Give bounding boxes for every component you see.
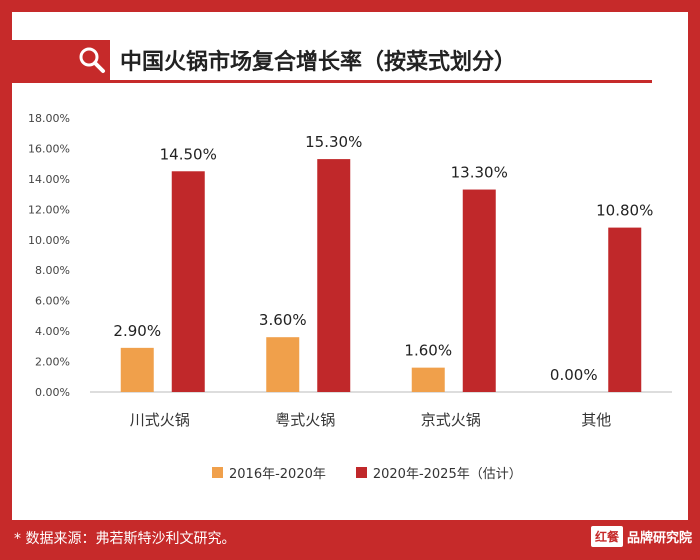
title-accent xyxy=(12,40,110,80)
data-label-series-1-1: 3.60% xyxy=(259,311,307,329)
y-tick-label: 4.00% xyxy=(35,325,70,338)
y-tick-label: 12.00% xyxy=(28,203,70,216)
legend-swatch-series-2 xyxy=(355,466,367,478)
data-label-series-2-1: 15.30% xyxy=(305,133,362,151)
chart-title: 中国火锅市场复合增长率（按菜式划分） xyxy=(120,50,517,75)
category-label: 粤式火锅 xyxy=(275,411,335,429)
y-tick-label: 8.00% xyxy=(35,264,70,277)
category-label: 其他 xyxy=(581,411,611,429)
y-tick-label: 10.00% xyxy=(28,234,70,247)
data-label-series-1-3: 0.00% xyxy=(550,366,598,384)
brand-logo: 红餐 xyxy=(590,525,623,547)
y-tick-label: 18.00% xyxy=(28,112,70,125)
data-label-series-1-0: 2.90% xyxy=(113,322,161,340)
bar-chart: 0.00% 2.00% 4.00% 6.00% 8.00% 10.00% 12.00% 14.… xyxy=(28,112,672,429)
chart-panel: 中国火锅市场复合增长率（按菜式划分） 0.00% 2.00% 4.00% 6.00% 8… xyxy=(12,12,688,520)
bar-series-1-0 xyxy=(120,347,154,392)
bar-series-2-2 xyxy=(462,189,496,392)
bar-series-2-0 xyxy=(171,171,205,392)
legend-label-series-2: 2020年-2025年（估计） xyxy=(372,466,522,482)
legend: 2016年-2020年 2020年-2025年（估计） xyxy=(212,462,652,482)
title-underline xyxy=(12,80,652,83)
y-tick-label: 6.00% xyxy=(35,295,70,308)
y-tick-label: 14.00% xyxy=(28,173,70,186)
bar-series-2-1 xyxy=(317,159,351,392)
brand-text: 品牌研究院 xyxy=(626,530,692,546)
bar-series-1-1 xyxy=(266,337,300,392)
category-label: 川式火锅 xyxy=(130,411,190,429)
data-label-series-2-2: 13.30% xyxy=(451,164,508,182)
data-label-series-1-2: 1.60% xyxy=(404,342,452,360)
legend-item-series-1: 2016年-2020年 xyxy=(212,463,326,482)
bar-series-2-3 xyxy=(608,227,642,392)
legend-label-series-1: 2016年-2020年 xyxy=(229,466,326,482)
source-note: * 数据来源：弗若斯特沙利文研究。 xyxy=(14,531,236,547)
title-bar: 中国火锅市场复合增长率（按菜式划分） xyxy=(12,40,652,90)
y-tick-label: 0.00% xyxy=(35,386,70,399)
bar-series-1-2 xyxy=(411,367,445,392)
search-icon xyxy=(74,42,110,78)
data-label-series-2-0: 14.50% xyxy=(160,145,217,163)
legend-item-series-2: 2020年-2025年（估计） xyxy=(355,463,522,482)
y-tick-label: 16.00% xyxy=(28,142,70,155)
category-label: 京式火锅 xyxy=(421,411,481,429)
y-tick-label: 2.00% xyxy=(35,356,70,369)
data-label-series-2-3: 10.80% xyxy=(596,202,653,220)
brand-mark: 红餐 品牌研究院 xyxy=(590,524,692,548)
legend-swatch-series-1 xyxy=(212,466,223,478)
